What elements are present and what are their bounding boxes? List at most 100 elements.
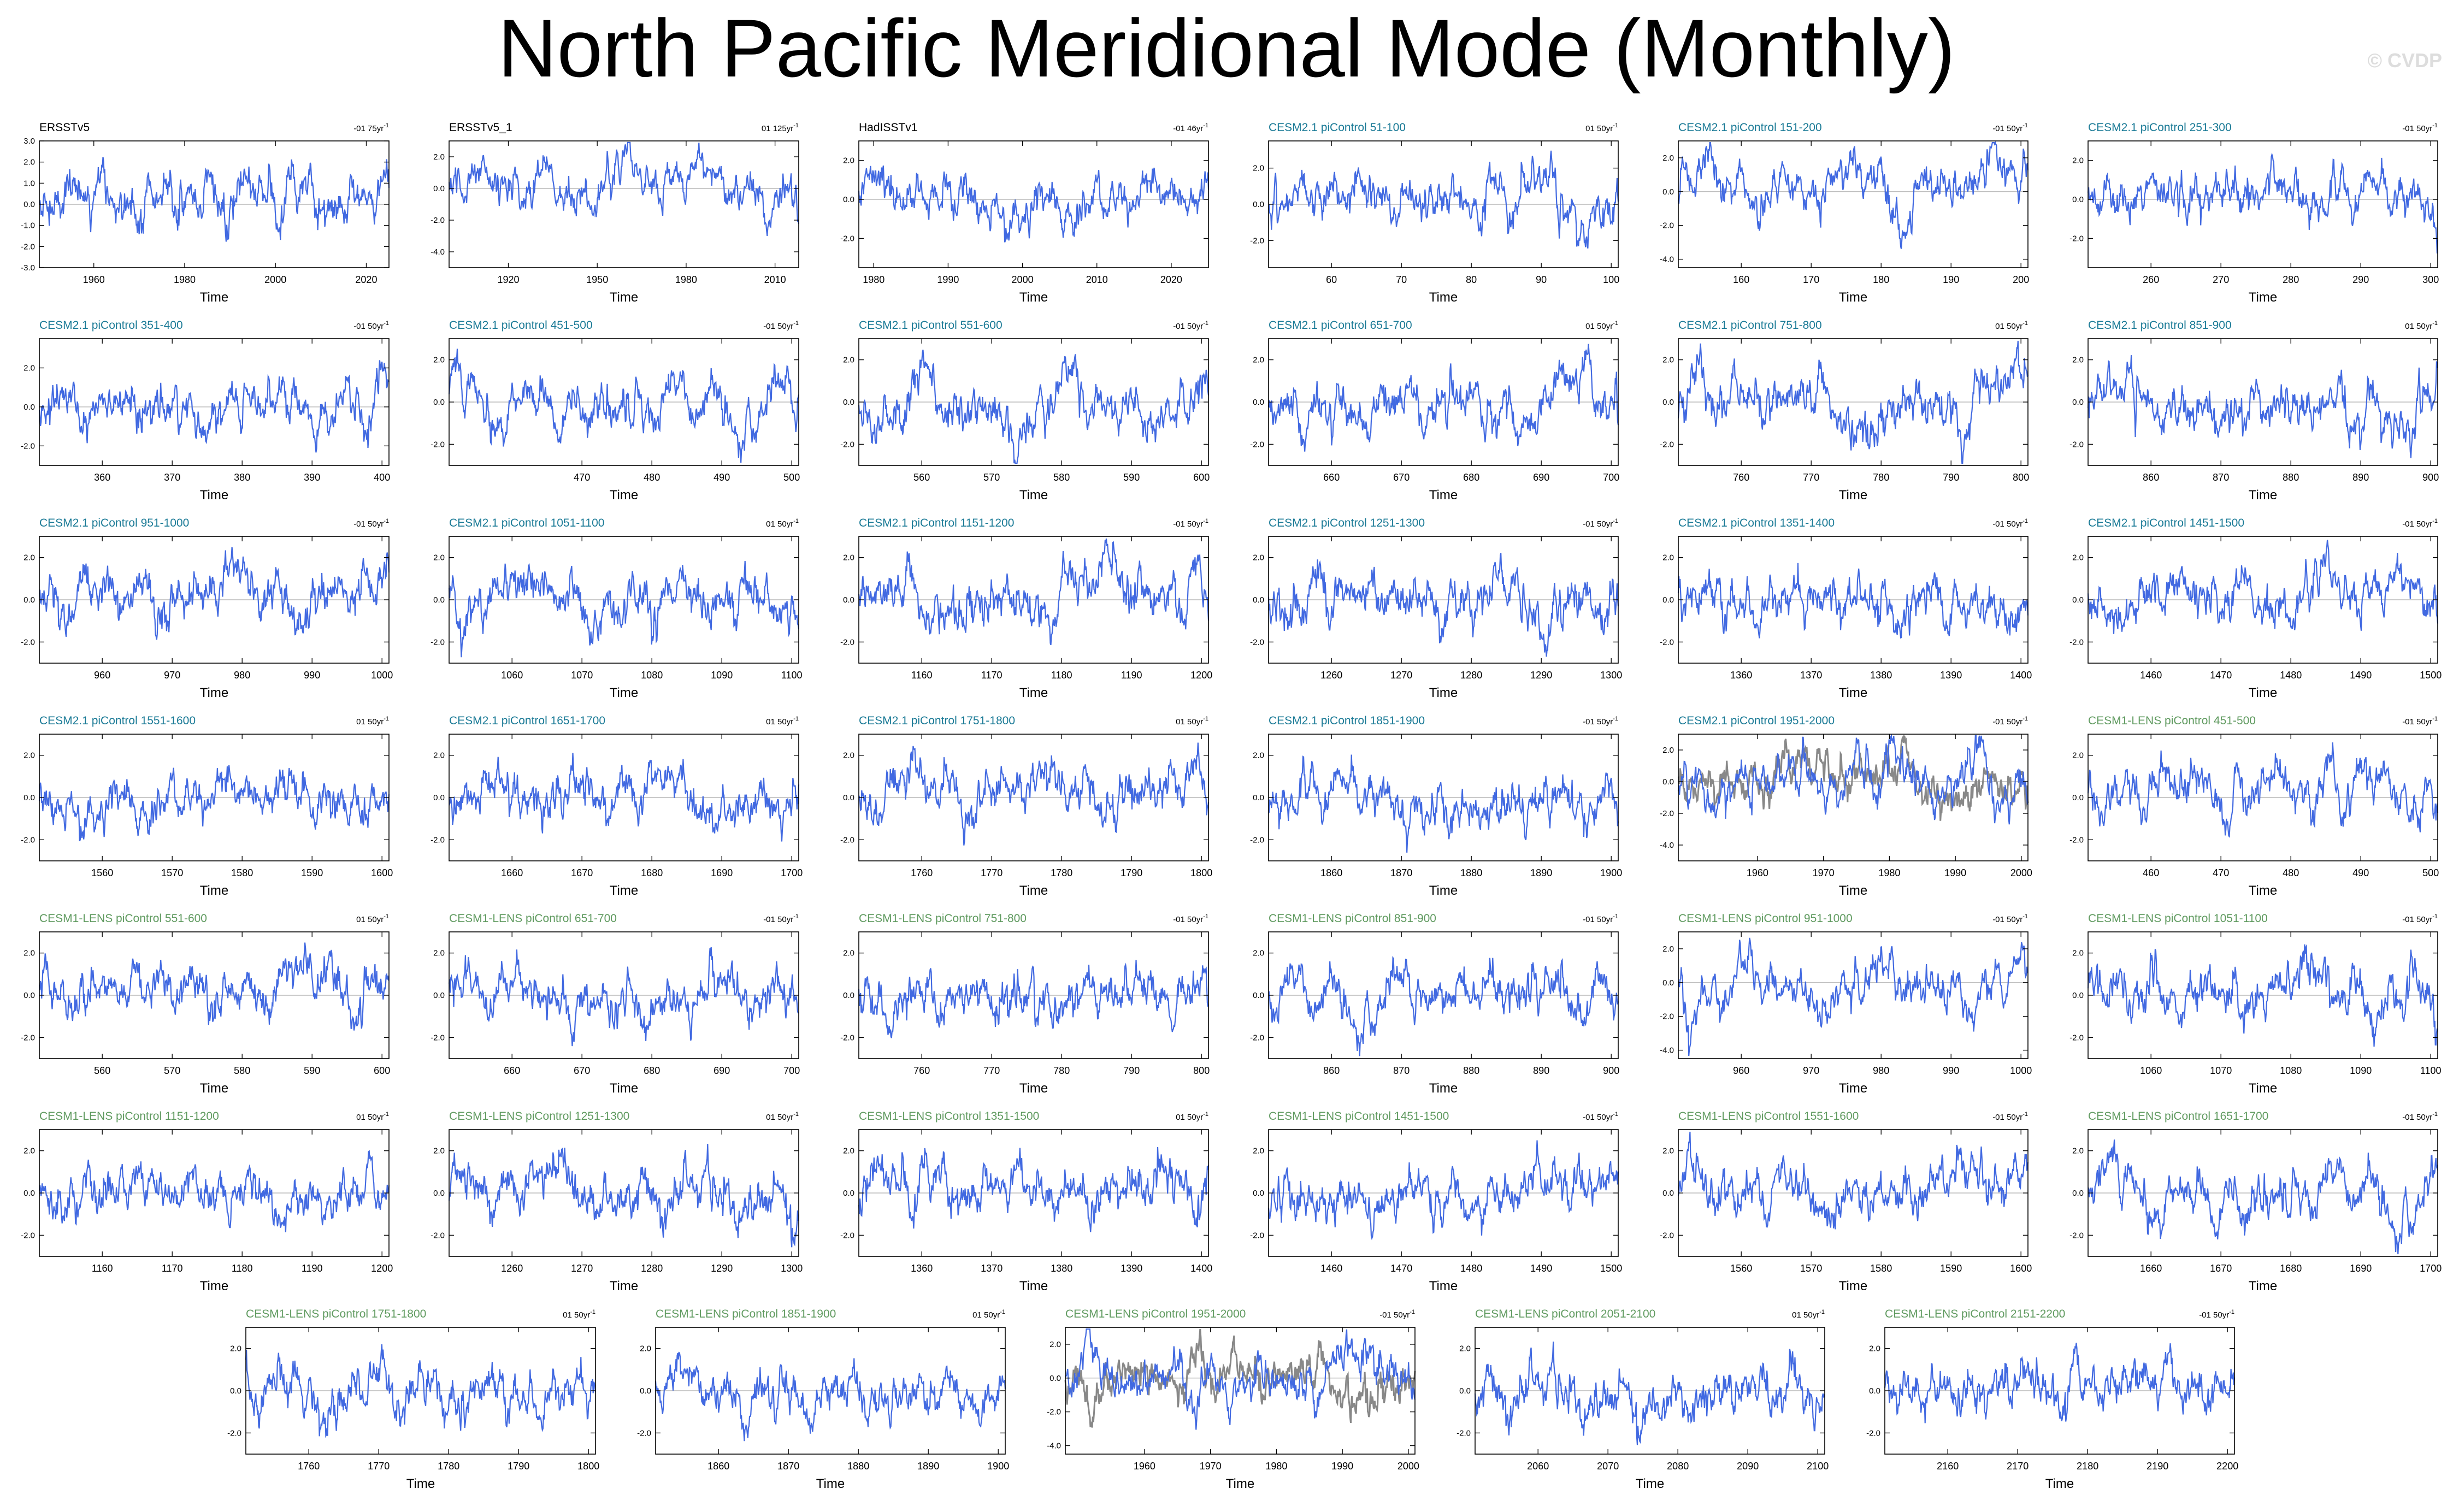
x-tick-label: 1090: [2350, 1065, 2372, 1076]
series-line: [1677, 563, 2029, 639]
chart-panel: CESM2.1 piControl 251-300 -01 50yr-1 2.0 0.…: [2069, 121, 2439, 305]
y-tick-label: 2.0: [640, 1344, 651, 1354]
chart-panel: CESM1-LENS piControl 2051-2100 01 50yr-1 2…: [1457, 1308, 1829, 1491]
x-tick-label: 690: [1533, 472, 1549, 483]
x-tick-label: 2060: [1527, 1461, 1549, 1472]
x-tick-label: 2010: [1086, 274, 1108, 285]
chart-panel: CESM1-LENS piControl 851-900 -01 50yr-1 2.…: [1250, 912, 1619, 1096]
y-tick-label: 2.0: [1253, 1147, 1264, 1156]
panel-title: CESM1-LENS piControl 1651-1700: [2088, 1110, 2268, 1123]
x-tick-label: 70: [1396, 274, 1407, 285]
trend-exponent: -1: [2022, 716, 2028, 722]
x-tick-label: 1670: [571, 867, 593, 878]
panel-title: CESM1-LENS piControl 851-900: [1269, 912, 1436, 925]
trend-exponent: -1: [2432, 716, 2438, 722]
x-tick-label: 1360: [1730, 670, 1752, 681]
y-tick-label: 0.0: [2072, 991, 2084, 1000]
x-tick-label: 1960: [1134, 1461, 1155, 1472]
x-tick-label: 2080: [1667, 1461, 1689, 1472]
y-tick-label: -2.0: [1250, 1033, 1264, 1042]
y-tick-label: 0.0: [230, 1386, 241, 1396]
chart-panel: CESM1-LENS piControl 651-700 -01 50yr-1 2.…: [431, 912, 800, 1096]
x-tick-label: 1800: [577, 1461, 599, 1472]
y-tick-label: 2.0: [2072, 156, 2084, 166]
trend-label: -01 50yr-1: [763, 320, 799, 331]
x-tick-label: 1600: [371, 867, 393, 878]
x-tick-label: 1080: [641, 670, 663, 681]
chart-panel: CESM2.1 piControl 1151-1200 -01 50yr-1 2.0…: [840, 517, 1212, 700]
trend-exponent: -1: [2229, 1309, 2234, 1315]
panel-title: CESM2.1 piControl 551-600: [859, 319, 1003, 332]
y-tick-label: -2.0: [21, 835, 35, 844]
y-tick-label: 2.0: [1459, 1344, 1471, 1354]
x-tick-label: 160: [1733, 274, 1749, 285]
reference-series-line: [1064, 1328, 1416, 1428]
trend-label: -01 50yr-1: [2199, 1309, 2234, 1320]
x-tick-label: 1900: [987, 1461, 1009, 1472]
x-tick-label: 1780: [1051, 867, 1072, 878]
x-tick-label: 490: [2352, 867, 2369, 878]
x-axis-label: Time: [610, 686, 638, 700]
x-tick-label: 280: [2283, 274, 2299, 285]
y-tick-label: 0.0: [1662, 187, 1674, 197]
trend-label: 01 50yr-1: [1176, 716, 1208, 727]
x-tick-label: 1080: [2280, 1065, 2302, 1076]
y-tick-label: -2.0: [227, 1428, 241, 1438]
series-line: [38, 547, 390, 640]
y-tick-label: -4.0: [1660, 255, 1674, 264]
x-axis-label: Time: [2249, 290, 2277, 305]
trend-label: 01 50yr-1: [766, 1111, 799, 1122]
panel-title: CESM2.1 piControl 351-400: [39, 319, 183, 332]
chart-panel: CESM2.1 piControl 1751-1800 01 50yr-1 2.0 0…: [840, 714, 1212, 898]
x-tick-label: 1690: [2350, 1263, 2372, 1274]
x-tick-label: 760: [913, 1065, 930, 1076]
trend-exponent: -1: [1613, 122, 1618, 129]
trend-label: -01 50yr-1: [1379, 1309, 1415, 1320]
y-tick-label: -2.0: [2069, 637, 2084, 647]
series-line: [1474, 1341, 1826, 1445]
plot-frame: [2088, 140, 2438, 268]
panel-title: CESM2.1 piControl 1851-1900: [1269, 714, 1425, 727]
trend-label: 01 50yr-1: [1995, 320, 2028, 331]
x-tick-label: 1200: [1190, 670, 1212, 681]
x-tick-label: 190: [1943, 274, 1959, 285]
panel-title: CESM2.1 piControl 1251-1300: [1269, 517, 1425, 529]
trend-exponent: -1: [1203, 518, 1208, 524]
x-tick-label: 1660: [501, 867, 523, 878]
x-tick-label: 1190: [1121, 670, 1142, 681]
x-tick-label: 1760: [298, 1461, 320, 1472]
plot-frame: [858, 140, 1209, 268]
trend-exponent: -1: [2432, 913, 2438, 920]
x-tick-label: 1790: [1121, 867, 1142, 878]
y-tick-label: -4.0: [1660, 841, 1674, 850]
trend-label: -01 50yr-1: [1583, 1111, 1618, 1122]
x-tick-label: 960: [94, 670, 110, 681]
series-line: [858, 1147, 1210, 1232]
x-tick-label: 1590: [301, 867, 323, 878]
x-axis-label: Time: [1636, 1476, 1664, 1491]
plot-frame: [1678, 931, 2029, 1059]
x-tick-label: 760: [1733, 472, 1749, 483]
y-tick-label: 2.0: [433, 751, 445, 760]
trend-exponent: -1: [2022, 320, 2028, 327]
y-tick-label: -2.0: [21, 1033, 35, 1042]
trend-label: 01 50yr-1: [1792, 1309, 1825, 1320]
trend-exponent: -1: [384, 320, 389, 327]
x-tick-label: 1370: [981, 1263, 1003, 1274]
x-tick-label: 600: [374, 1065, 390, 1076]
x-axis-label: Time: [1839, 1279, 1867, 1294]
y-tick-label: -2.0: [1250, 236, 1264, 245]
series-line: [245, 1344, 597, 1438]
panel-title: CESM1-LENS piControl 2051-2100: [1475, 1308, 1655, 1320]
x-tick-label: 1690: [711, 867, 733, 878]
x-tick-label: 2100: [1807, 1461, 1829, 1472]
x-tick-label: 970: [1803, 1065, 1819, 1076]
y-tick-label: -2.0: [431, 1033, 445, 1042]
trend-label: -01 50yr-1: [353, 320, 389, 331]
x-tick-label: 970: [164, 670, 180, 681]
x-tick-label: 1800: [1190, 867, 1212, 878]
chart-panel: CESM1-LENS piControl 2151-2200 -01 50yr-1…: [1866, 1308, 2238, 1491]
x-axis-label: Time: [610, 290, 638, 305]
series-line: [858, 350, 1210, 464]
series-line: [1268, 956, 1619, 1056]
